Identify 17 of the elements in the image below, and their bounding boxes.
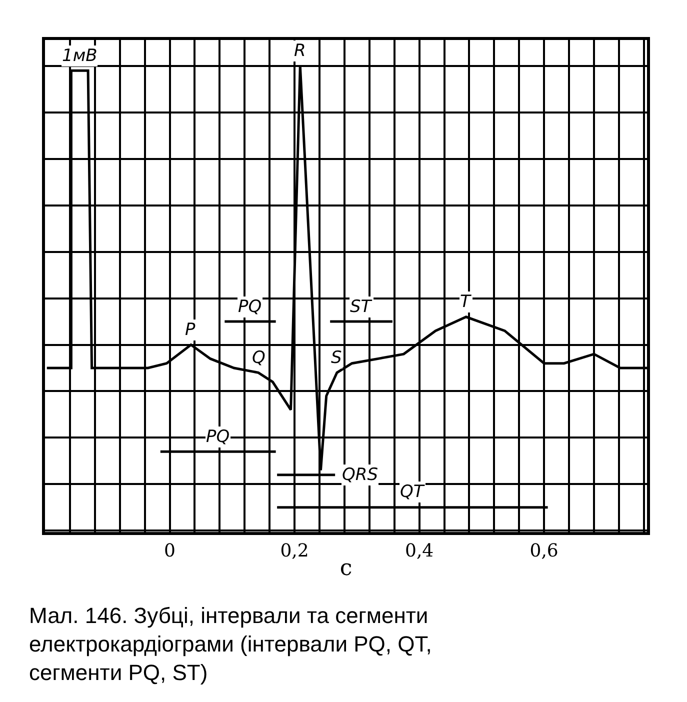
text: Мал. 146. Зубці, інтервали та сегменти електрокардіограми (інтервали PQ, QT, сегменти PQ, ST) [29,603,432,686]
annotation: S [331,348,342,368]
x-tick-label: 0,2 [280,540,309,562]
annotation: 1мВ [62,46,98,66]
x-axis-title: c [340,556,352,582]
annotation: QRS [342,465,378,485]
x-tick-label: 0,4 [404,540,434,562]
x-tick-label: 0 [164,540,176,562]
annotation: T [460,292,472,312]
annotation: PQ [238,297,262,317]
annotation: Q [252,348,266,368]
annotation: R [294,41,306,61]
annotation: PQ [206,427,230,447]
annotation: ST [350,297,373,317]
x-tick-label: 0,6 [530,540,558,562]
annotation: P [185,320,196,340]
annotation: QT [400,482,426,502]
